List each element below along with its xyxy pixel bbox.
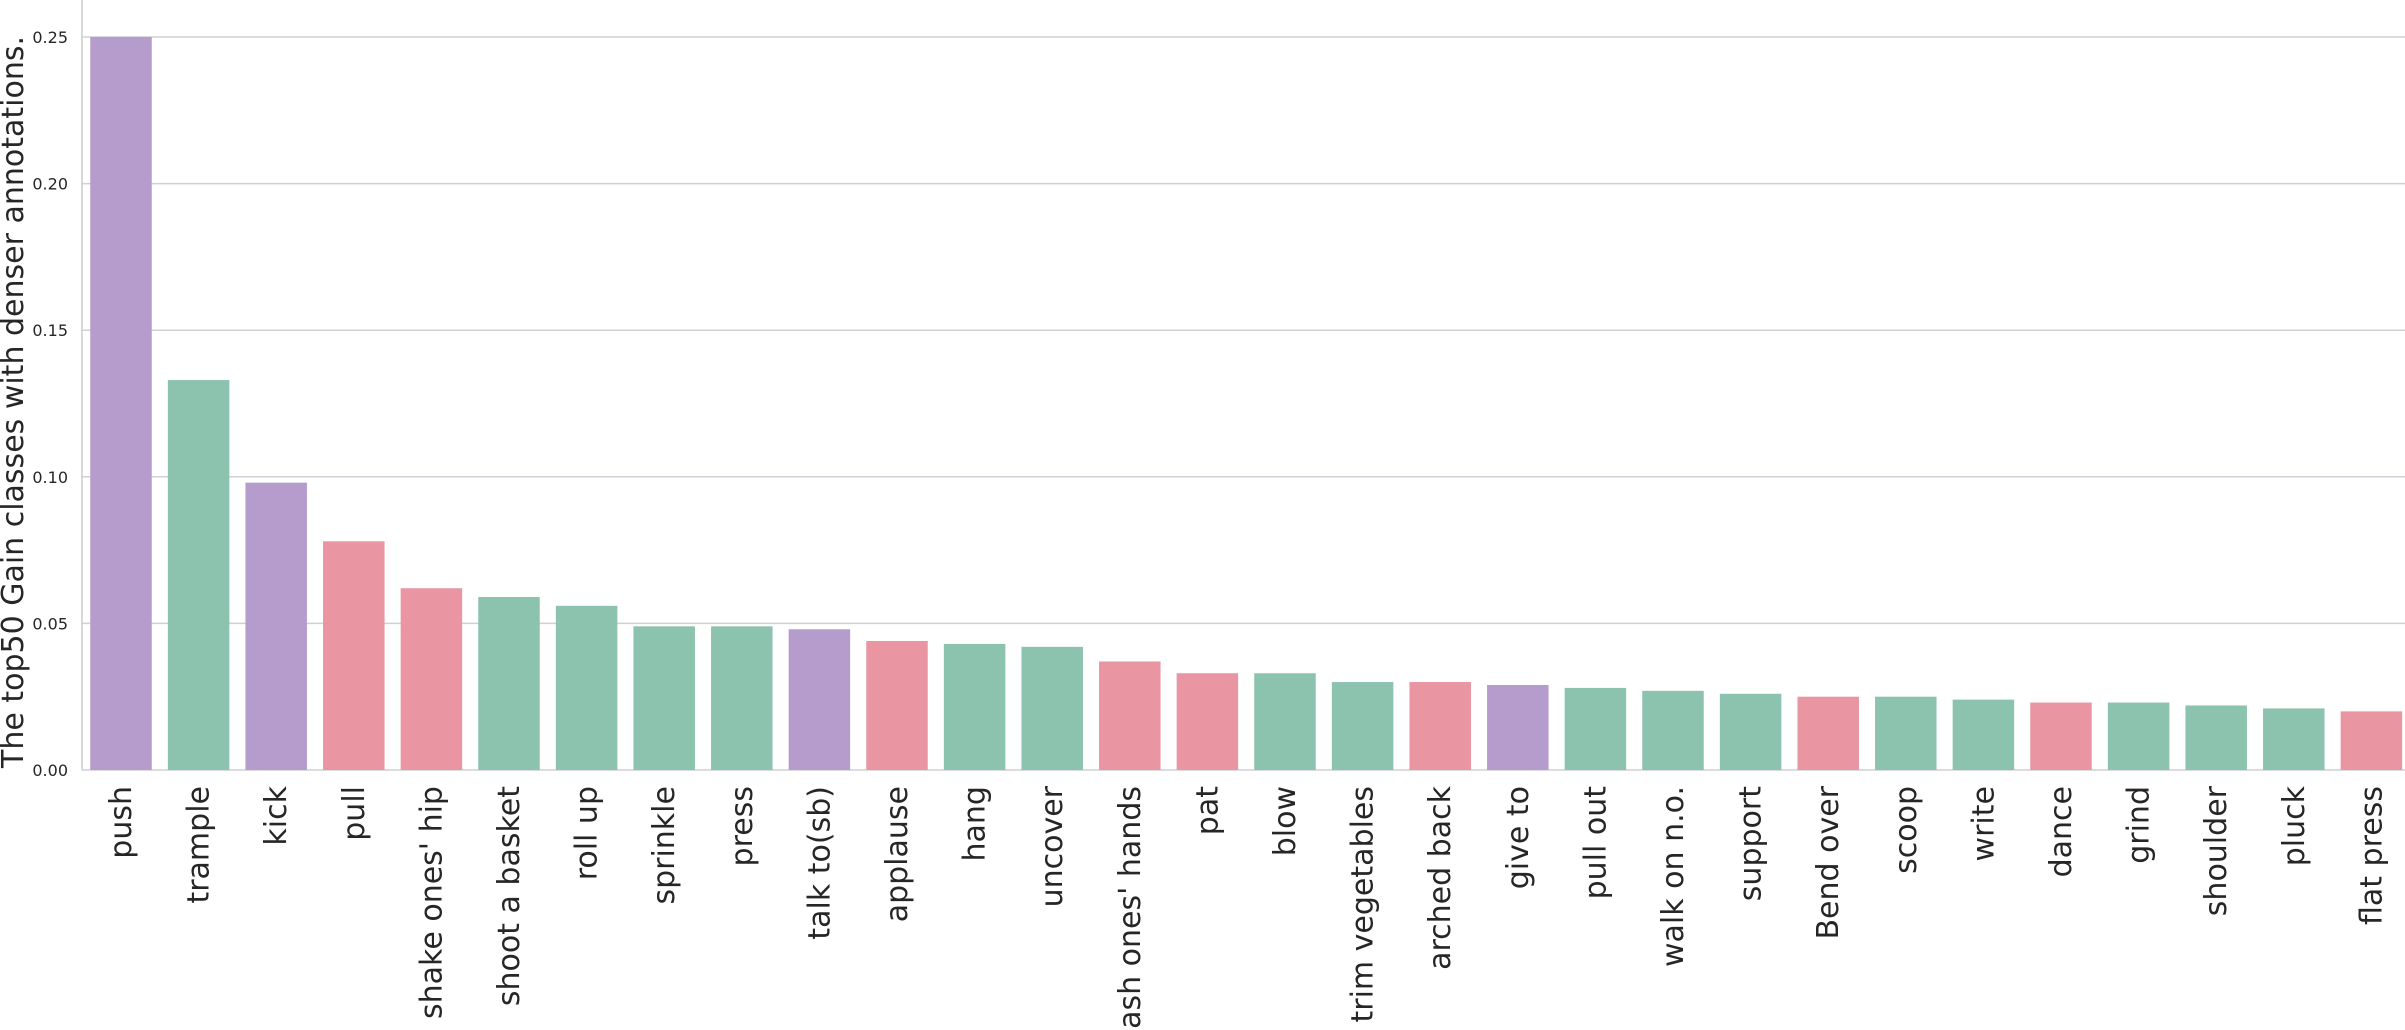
x-tick-label: shoulder [2199,785,2234,916]
bar [555,605,618,770]
bar [1642,690,1704,770]
bar [711,626,773,770]
bar [2030,702,2092,770]
bar-layer [90,37,2403,770]
bar [1952,699,2015,770]
x-tick-label: push [104,786,139,859]
bar [2185,705,2247,770]
x-tick-label: talk to(sb) [802,786,837,940]
bar [1021,646,1083,770]
x-tick-label: arched back [1423,785,1458,970]
bar [167,380,230,770]
x-tick-label: blow [1268,786,1303,856]
bar [1875,696,1937,770]
x-tick-label: write [1966,786,2001,861]
x-tick-label: kick [259,785,294,845]
bar [1331,682,1394,770]
x-tick-label: applause [880,786,915,922]
y-tick-label: 0.20 [32,175,68,194]
bar [1409,682,1471,770]
bar [1487,684,1549,770]
bar [1564,687,1627,770]
x-tick-label: support [1734,786,1769,901]
x-tick-label: roll up [570,786,605,880]
x-tick-label: Bend over [1811,785,1846,939]
bar [1099,661,1161,770]
y-tick-label: 0.10 [32,468,68,487]
grid-layer [81,0,2405,771]
x-tick-label: sprinkle [647,786,682,905]
y-tick-label: 0.15 [32,321,68,340]
bar [2107,702,2170,770]
bar [1254,673,1316,770]
x-tick-label: trim vegetables [1346,786,1381,1023]
bar [1719,693,1782,770]
bar [2263,708,2325,770]
bar [323,541,385,770]
x-tick-label: pull [337,786,372,841]
x-tick-label: walk on n.o. [1656,786,1691,967]
x-label-layer: push trample kick pull shake ones' hip shoot … [104,785,2389,1030]
bar [788,629,851,770]
x-tick-label: shake ones' hip [414,786,449,1019]
x-tick-label: hang [958,786,993,861]
x-tick-label: shoot a basket [492,786,527,1006]
x-tick-label: dance [2044,786,2079,877]
x-tick-label: give to [1501,786,1536,889]
x-tick-label: scoop [1889,786,1924,874]
x-tick-label: grind [2122,786,2157,864]
bar [1797,696,1859,770]
y-tick-label: 0.05 [32,614,68,633]
bar [1176,673,1239,770]
x-tick-label: press [725,786,760,866]
x-tick-label: wash ones' hands [1113,786,1148,1030]
bar [633,626,695,770]
x-tick-label: pat [1190,786,1225,835]
bar [478,597,540,770]
x-tick-label: trample [182,786,217,904]
bar [2340,711,2403,770]
y-tick-label: 0.00 [32,761,68,780]
bar [400,588,463,770]
x-tick-label: uncover [1035,785,1070,907]
x-tick-label: pluck [2277,785,2312,866]
bar [866,640,928,770]
y-axis-title: The top50 Gain classes with denser annot… [0,36,31,769]
bar [245,482,307,770]
bar [943,643,1006,770]
y-tick-layer: 0.00 0.05 0.10 0.15 0.20 0.25 [32,28,68,780]
x-tick-label: flat press [2354,786,2389,925]
y-tick-label: 0.25 [32,28,68,47]
bar [90,37,152,770]
x-tick-label: pull out [1578,786,1613,900]
